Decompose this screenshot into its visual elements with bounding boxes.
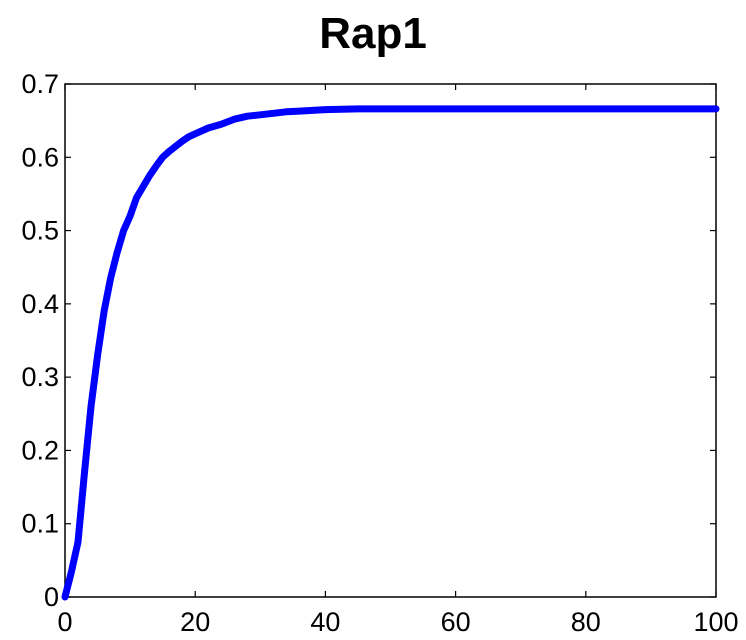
tick-labels: 0 20 40 60 80 100 0 0.1 0.2 0.3 0.4 0.5 0.6 0.7 bbox=[21, 69, 738, 637]
x-tick-label: 80 bbox=[571, 607, 601, 637]
y-tick-label: 0.2 bbox=[21, 435, 59, 465]
y-tick-label: 0.7 bbox=[21, 69, 59, 99]
series-line bbox=[61, 105, 720, 601]
plot-area bbox=[64, 83, 717, 598]
y-tick-label: 0.3 bbox=[21, 362, 59, 392]
axis-ticks bbox=[64, 83, 717, 598]
series-layer bbox=[61, 105, 720, 601]
y-tick-label: 0.4 bbox=[21, 289, 59, 319]
x-tick-label: 40 bbox=[310, 607, 340, 637]
x-tick-label: 20 bbox=[180, 607, 210, 637]
y-tick-label: 0.6 bbox=[21, 142, 59, 172]
x-tick-label: 60 bbox=[441, 607, 471, 637]
x-tick-label: 100 bbox=[693, 607, 738, 637]
y-tick-label: 0.5 bbox=[21, 216, 59, 246]
y-tick-label: 0 bbox=[44, 582, 59, 612]
chart-title: Rap1 bbox=[319, 9, 427, 58]
x-tick-label: 0 bbox=[57, 607, 72, 637]
y-tick-label: 0.1 bbox=[21, 509, 59, 539]
